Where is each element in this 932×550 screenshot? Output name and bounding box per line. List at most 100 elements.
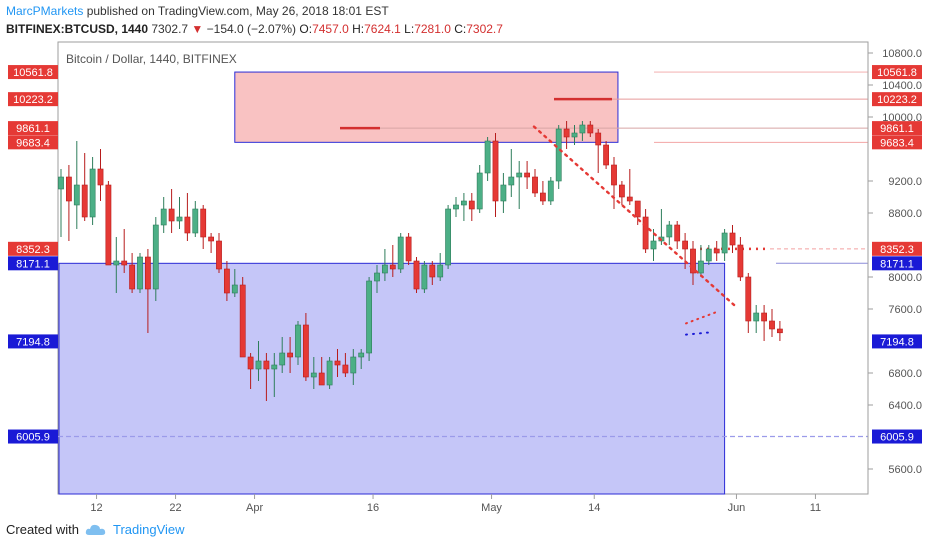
- candle-body: [437, 264, 444, 278]
- price-label-right: 7194.8: [880, 336, 914, 348]
- price-label-bg-left: [8, 135, 58, 150]
- demand-zone: [58, 262, 726, 495]
- close-value: 7302.7: [466, 22, 503, 36]
- candle-body: [697, 260, 704, 274]
- created-with-label: Created with: [6, 522, 79, 537]
- price-label-right: 8352.3: [880, 244, 914, 256]
- candle-body: [460, 200, 467, 206]
- candle-body: [200, 208, 207, 238]
- price-label-right: 10223.2: [877, 94, 917, 106]
- candle-body: [318, 372, 325, 386]
- candle-body: [500, 184, 507, 202]
- candle-body: [374, 272, 380, 282]
- candle-body: [255, 360, 262, 370]
- candle-body: [160, 208, 167, 226]
- footer: Created with TradingView: [6, 522, 185, 537]
- open-value: 7457.0: [312, 22, 349, 36]
- price-tick-label: 5600.0: [888, 464, 922, 476]
- high-value: 7624.1: [364, 22, 401, 36]
- candle-body: [468, 200, 475, 210]
- price-label-bg-right: [872, 65, 922, 80]
- candle-body: [58, 176, 64, 190]
- time-axis[interactable]: 12 22 Apr 16 May 14 Jun 11: [90, 494, 821, 514]
- candle-body: [611, 164, 617, 186]
- down-arrow-icon: ▼: [191, 22, 204, 36]
- author-link[interactable]: MarcPMarkets: [6, 4, 84, 18]
- candle-body: [650, 240, 657, 250]
- candle-body: [271, 364, 278, 370]
- price-label-left: 9683.4: [16, 137, 50, 149]
- time-tick-label: 11: [810, 502, 821, 514]
- low-label: L:: [404, 22, 415, 36]
- last-price: 7302.7: [151, 22, 189, 36]
- price-label-bg-left: [8, 334, 58, 349]
- candle-body: [705, 248, 712, 262]
- candle-body: [563, 128, 570, 138]
- candle-body: [145, 256, 151, 290]
- publish-line: MarcPMarkets published on TradingView.co…: [6, 2, 926, 20]
- candle-body: [105, 184, 112, 266]
- time-tick-label: 16: [367, 502, 379, 514]
- candle-body: [405, 236, 412, 262]
- price-label-right: 9683.4: [880, 137, 914, 149]
- price-tick-label: 10000.0: [882, 112, 922, 124]
- candle-body: [713, 248, 720, 254]
- supply-zone: [234, 71, 619, 143]
- candle-body: [184, 216, 191, 234]
- level-lines-layer: [58, 71, 868, 438]
- price-tick-label: 9200.0: [888, 176, 922, 188]
- wedge-lower-line: [685, 331, 713, 336]
- candle-body: [287, 352, 293, 358]
- candle-body: [231, 284, 238, 294]
- price-label-bg-left: [8, 92, 58, 107]
- candle-body: [737, 244, 744, 278]
- wedge-upper-line: [685, 311, 717, 325]
- candle-body: [168, 208, 175, 222]
- price-chart[interactable]: Bitcoin / Dollar, 1440, BITFINEX 10800.0…: [0, 0, 932, 520]
- dotted-trendline: [532, 125, 737, 307]
- candle-body: [97, 168, 104, 186]
- candle-body: [247, 356, 254, 370]
- candle-body: [81, 184, 88, 218]
- candle-body: [445, 208, 451, 266]
- candle-body: [547, 180, 554, 202]
- candle-body: [555, 128, 562, 182]
- drawings-layer: [532, 125, 737, 336]
- price-label-bg-left: [8, 121, 58, 136]
- candle-body: [587, 124, 594, 134]
- candle-body: [413, 260, 420, 290]
- candle-body: [603, 144, 609, 166]
- price-change: −154.0 (−2.07%): [206, 22, 297, 36]
- price-tick-label: 8000.0: [888, 272, 922, 284]
- candle-body: [571, 132, 578, 138]
- candle-body: [73, 184, 80, 206]
- price-label-right: 9861.1: [880, 123, 914, 135]
- candle-body: [350, 356, 357, 374]
- candle-body: [721, 232, 728, 254]
- time-tick-label: Jun: [728, 502, 746, 514]
- candle-body: [579, 124, 586, 134]
- candle-body: [429, 264, 436, 278]
- price-tick-label: 6800.0: [888, 368, 922, 380]
- candle-body: [113, 260, 120, 266]
- candle-body: [690, 248, 696, 274]
- candle-body: [263, 360, 270, 370]
- price-label-left: 7194.8: [16, 336, 50, 348]
- candle-body: [484, 140, 491, 174]
- candle-body: [397, 236, 404, 270]
- candle-body: [666, 224, 673, 238]
- candle-body: [279, 352, 286, 366]
- price-label-bg-left: [8, 241, 58, 256]
- price-labels: 10561.8 10561.8 10223.2 10223.2 9861.1 9861.1…: [8, 65, 922, 444]
- low-value: 7281.0: [414, 22, 451, 36]
- price-axis[interactable]: 10800.0 10400.0 10000.0 9200.0 8800.0 8000.0 7…: [868, 48, 922, 476]
- candle-body: [381, 264, 388, 274]
- candle-body: [342, 364, 349, 374]
- tradingview-brand-link[interactable]: TradingView: [112, 522, 185, 537]
- candle-body: [492, 140, 499, 202]
- candle-body: [302, 324, 309, 378]
- price-label-bg-right: [872, 135, 922, 150]
- candle-body: [310, 372, 317, 378]
- candle-body: [137, 256, 143, 290]
- candle-body: [761, 312, 767, 322]
